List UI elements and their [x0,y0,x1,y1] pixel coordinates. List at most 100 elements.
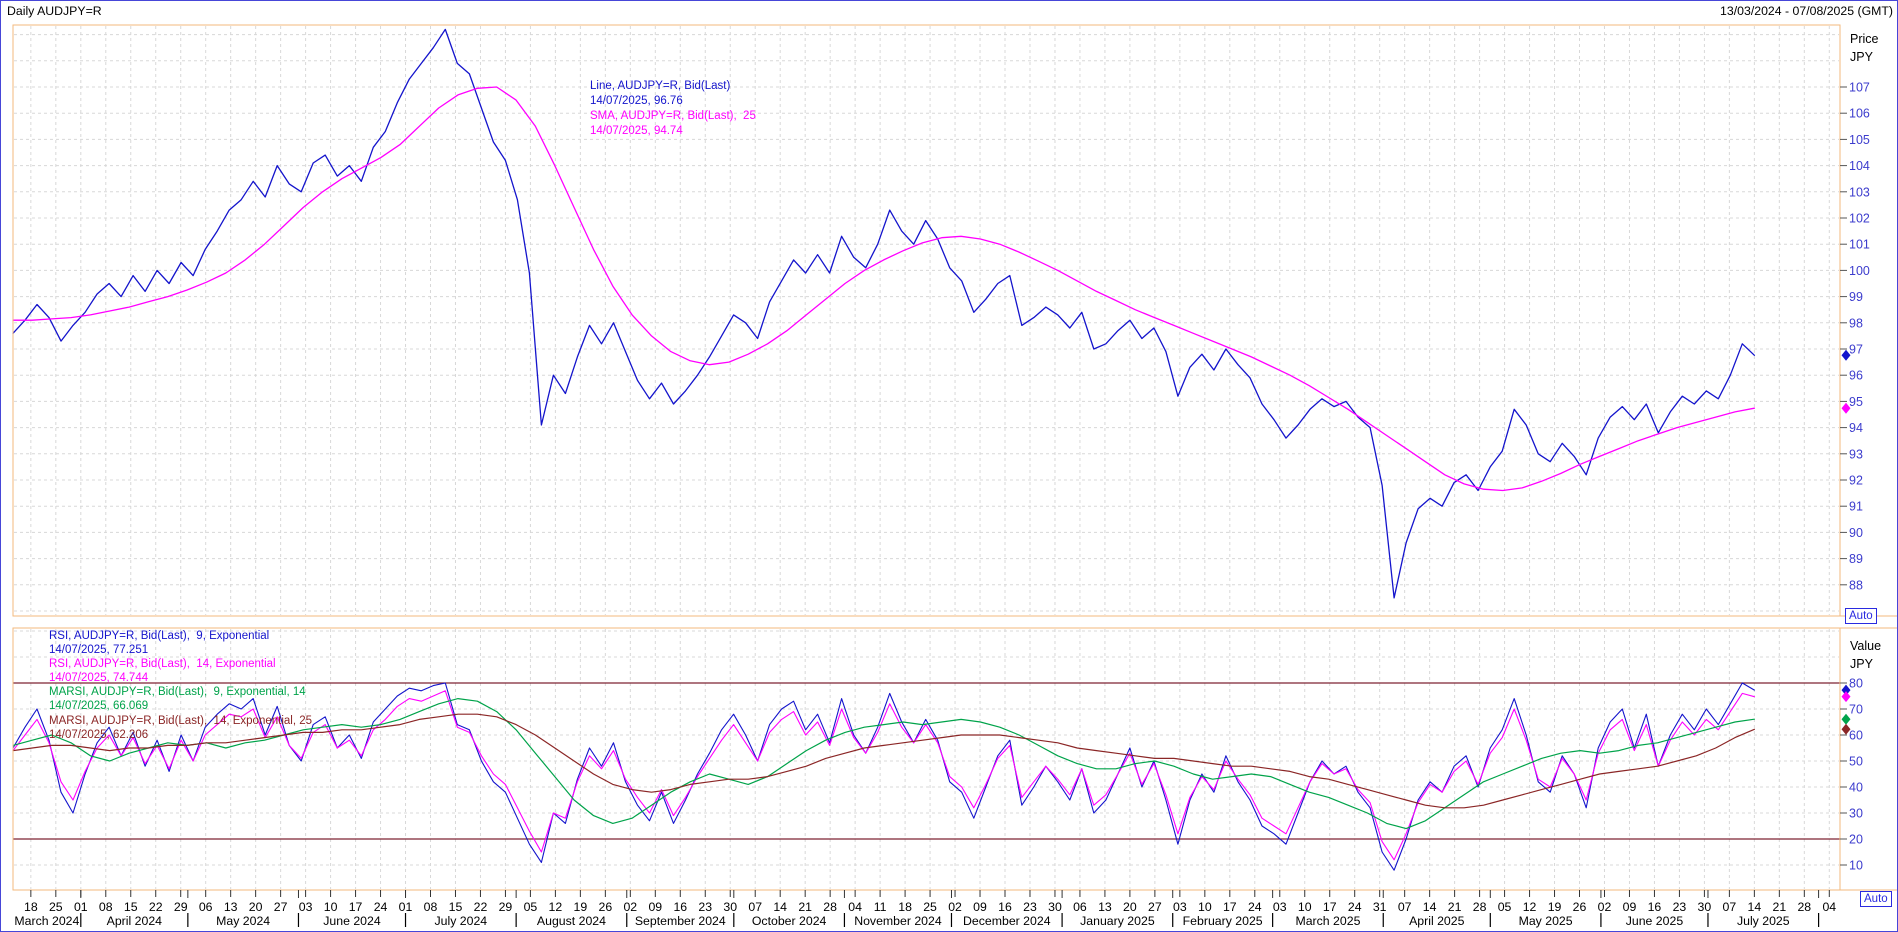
value-axis[interactable]: 80 70 60 50 40 30 20 10 [1840,677,1863,873]
axis-tick-label: 101 [1849,238,1870,252]
month-label: January 2025 [1080,914,1155,928]
axis-value-marker [1841,691,1851,703]
legend-entry[interactable]: 14/07/2025, 66.069 [49,700,149,713]
price-axis-title-line1: Price [1850,32,1879,46]
legend-entry[interactable]: MARSI, AUDJPY=R, Bid(Last), 9, Exponenti… [49,686,306,699]
day-label: 04 [848,900,862,914]
price-axis[interactable]: 107 106 105 104 103 102 101 100 99 98 97 96 95 94 93 92… [1840,81,1870,593]
axis-value-marker [1841,713,1851,725]
price-panel-legend: Line, AUDJPY=R, Bid(Last) 14/07/2025, 96.… [590,79,756,139]
day-label: 09 [1623,900,1637,914]
month-label: June 2025 [1626,914,1684,928]
axis-tick-label: 98 [1849,316,1863,330]
day-label: 10 [1198,900,1212,914]
legend-entry[interactable]: SMA, AUDJPY=R, Bid(Last), 25 [590,110,756,122]
chart-title: Daily AUDJPY=R [7,4,102,18]
axis-tick-label: 99 [1849,290,1863,304]
value-axis-auto-button[interactable]: Auto [1860,891,1892,907]
legend-entry[interactable]: 14/07/2025, 62.206 [49,728,149,741]
day-label: 22 [149,900,163,914]
day-label: 02 [623,900,637,914]
rsi-plot-area[interactable] [12,627,1841,891]
day-label: 25 [49,900,63,914]
day-label: 07 [1398,900,1412,914]
price-axis-title-line2: JPY [1850,50,1873,64]
day-label: 08 [424,900,438,914]
legend-entry[interactable]: Line, AUDJPY=R, Bid(Last) [590,80,731,92]
day-label: 28 [1473,900,1487,914]
legend-entry[interactable]: 14/07/2025, 94.74 [590,125,683,137]
legend-entry[interactable]: RSI, AUDJPY=R, Bid(Last), 14, Exponentia… [49,658,276,671]
day-label: 14 [773,900,787,914]
axis-tick-label: 60 [1849,729,1863,743]
day-label: 25 [923,900,937,914]
day-label: 30 [1048,900,1062,914]
day-label: 16 [673,900,687,914]
legend-entry[interactable]: 14/07/2025, 77.251 [49,644,149,657]
day-label: 03 [1273,900,1287,914]
month-label: October 2024 [752,914,827,928]
day-label: 21 [1772,900,1786,914]
day-label: 13 [1098,900,1112,914]
day-label: 16 [1648,900,1662,914]
legend-entry[interactable]: 14/07/2025, 74.744 [49,672,149,685]
axis-tick-label: 103 [1849,185,1870,199]
day-label: 09 [648,900,662,914]
axis-value-marker [1841,723,1851,735]
month-label: July 2024 [435,914,488,928]
time-axis[interactable]: 18 25 01 08 15 22 29 06 13 20 27 03 10 17 24 01 08 15 22 29… [14,890,1836,928]
day-label: 01 [74,900,88,914]
day-label: 27 [1148,900,1162,914]
series-marsi-9-14[interactable] [12,697,1756,830]
series-price-line[interactable] [12,28,1756,599]
axis-tick-label: 10 [1849,859,1863,873]
day-label: 10 [1298,900,1312,914]
day-label: 24 [1348,900,1362,914]
day-label: 04 [1822,900,1836,914]
day-label: 28 [823,900,837,914]
month-label: February 2025 [1183,914,1263,928]
day-label: 15 [449,900,463,914]
day-label: 07 [748,900,762,914]
legend-entry[interactable]: RSI, AUDJPY=R, Bid(Last), 9, Exponential [49,630,270,642]
axis-tick-label: 97 [1849,343,1863,357]
axis-tick-label: 93 [1849,447,1863,461]
legend-entry[interactable]: 14/07/2025, 96.76 [590,95,683,107]
axis-value-marker [1841,402,1851,414]
axis-tick-label: 20 [1849,833,1863,847]
day-label: 30 [1698,900,1712,914]
day-label: 26 [1573,900,1587,914]
day-label: 18 [898,900,912,914]
legend-entry[interactable]: MARSI, AUDJPY=R, Bid(Last), 14, Exponent… [49,714,313,727]
price-axis-auto-button[interactable]: Auto [1845,608,1877,624]
month-label: May 2025 [1519,914,1573,928]
day-label: 14 [1423,900,1437,914]
axis-tick-label: 70 [1849,703,1863,717]
month-label: December 2024 [963,914,1051,928]
series-marsi-14-25[interactable] [12,713,1756,809]
axis-tick-label: 91 [1849,500,1863,514]
day-label: 01 [399,900,413,914]
axis-value-marker [1841,684,1851,696]
axis-tick-label: 95 [1849,395,1863,409]
day-label: 13 [224,900,238,914]
series-sma-25[interactable] [12,86,1756,492]
price-plot-area[interactable] [12,24,1841,617]
day-label: 24 [1248,900,1262,914]
axis-tick-label: 100 [1849,264,1870,278]
axis-tick-label: 104 [1849,159,1870,173]
day-label: 05 [1498,900,1512,914]
month-label: March 2024 [14,914,79,928]
day-label: 23 [698,900,712,914]
day-label: 07 [1723,900,1737,914]
day-label: 30 [723,900,737,914]
series-rsi-14[interactable] [12,690,1755,861]
value-axis-title-line2: JPY [1850,657,1873,671]
day-label: 28 [1797,900,1811,914]
axis-tick-label: 96 [1849,369,1863,383]
rsi-threshold-lines [13,682,1840,840]
day-label: 10 [324,900,338,914]
month-label: June 2024 [323,914,381,928]
axis-tick-label: 92 [1849,474,1863,488]
